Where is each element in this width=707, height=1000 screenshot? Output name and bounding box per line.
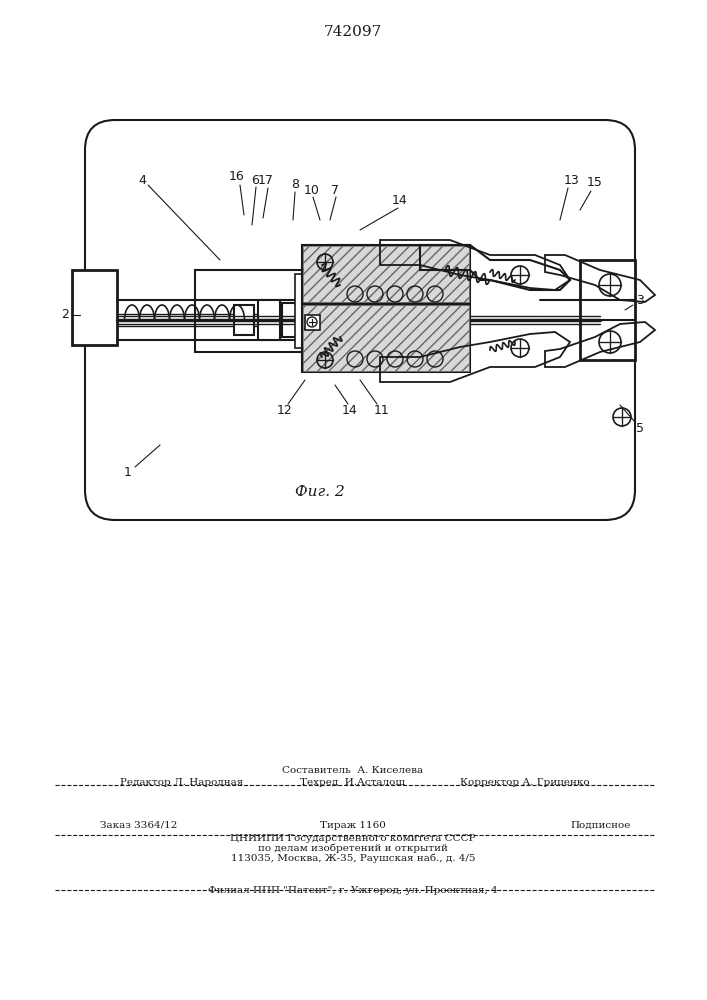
Text: 13: 13 [564,174,580,186]
Text: Подписное: Подписное [570,821,631,830]
Text: Тираж 1160: Тираж 1160 [320,821,386,830]
Text: Заказ 3364/12: Заказ 3364/12 [100,821,177,830]
Text: 2: 2 [61,308,69,322]
Text: 14: 14 [342,403,358,416]
Text: 8: 8 [291,178,299,190]
Bar [305,315,320,330]
Text: 10: 10 [304,184,320,196]
Bar [302,305,467,370]
FancyBboxPatch shape [85,120,635,520]
Text: Составитель  А. Киселева: Составитель А. Киселева [282,766,423,775]
Text: 6: 6 [251,174,259,186]
Text: 7: 7 [331,184,339,196]
Text: Филиал ППП "Патент", г. Ужгород, ул. Проектная, 4: Филиал ППП "Патент", г. Ужгород, ул. Про… [208,886,498,895]
Text: 16: 16 [229,170,245,184]
Bar [258,300,280,340]
Bar [302,245,470,303]
Text: по делам изобретений и открытий: по делам изобретений и открытий [258,844,448,853]
Text: 113035, Москва, Ж-35, Раушская наб., д. 4/5: 113035, Москва, Ж-35, Раушская наб., д. … [230,854,475,863]
Text: 742097: 742097 [324,25,382,39]
Text: Фиг. 2: Фиг. 2 [295,485,345,499]
Bar [72,270,117,345]
Bar [234,305,254,335]
Bar [302,250,467,305]
Text: Редактор Л. Народная: Редактор Л. Народная [120,778,243,787]
Text: Корректор А. Гриценко: Корректор А. Гриценко [460,778,590,787]
Bar [302,305,470,372]
Bar [303,246,469,302]
Text: 3: 3 [636,294,644,306]
Bar [195,270,305,352]
Bar [295,274,310,348]
Text: ЦНИИПИ Государственного комитета СССР: ЦНИИПИ Государственного комитета СССР [230,834,476,843]
Text: Техред  И.Асталош: Техред И.Асталош [300,778,406,787]
Text: 4: 4 [138,174,146,186]
Bar [580,260,635,360]
Bar [282,303,300,337]
Text: 17: 17 [258,174,274,186]
Text: 15: 15 [587,176,603,190]
Text: 14: 14 [392,194,408,207]
Text: 1: 1 [124,466,132,479]
Bar [303,305,469,371]
Text: 11: 11 [374,403,390,416]
Text: 5: 5 [636,422,644,434]
Text: 12: 12 [277,403,293,416]
